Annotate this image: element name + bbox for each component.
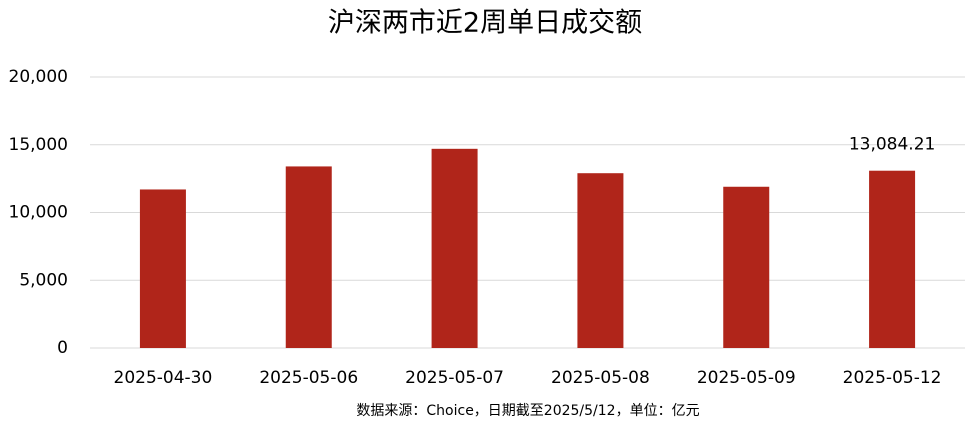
x-tick-label: 2025-05-08 xyxy=(551,368,650,388)
source-note: 数据来源：Choice，日期截至2025/5/12，单位：亿元 xyxy=(356,403,699,419)
bar xyxy=(577,173,624,348)
data-label: 13,084.21 xyxy=(849,135,936,155)
x-tick-label: 2025-05-07 xyxy=(405,368,504,388)
x-tick-label: 2025-04-30 xyxy=(114,368,213,388)
y-tick-label: 5,000 xyxy=(19,270,68,290)
bar xyxy=(869,170,916,348)
bar xyxy=(285,166,332,348)
y-tick-label: 20,000 xyxy=(9,67,68,87)
y-tick-label: 15,000 xyxy=(9,135,68,155)
bar xyxy=(431,148,478,348)
x-tick-label: 2025-05-06 xyxy=(259,368,358,388)
y-tick-label: 0 xyxy=(57,338,68,358)
chart-title: 沪深两市近2周单日成交额 xyxy=(328,8,642,39)
bar xyxy=(139,189,186,348)
bar xyxy=(723,186,770,348)
x-tick-label: 2025-05-12 xyxy=(843,368,942,388)
y-tick-label: 10,000 xyxy=(9,203,68,223)
x-tick-label: 2025-05-09 xyxy=(697,368,796,388)
